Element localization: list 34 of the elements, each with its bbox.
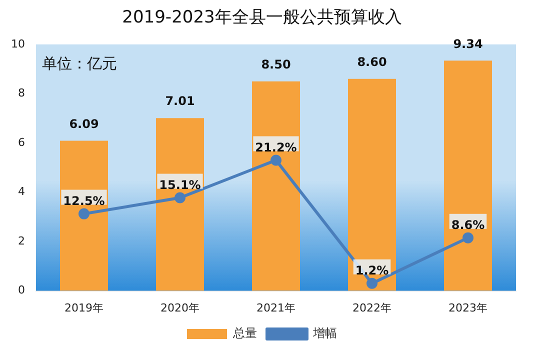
y-tick-label: 6 [18, 136, 25, 149]
point [78, 208, 90, 220]
y-tick-label: 2 [18, 234, 25, 248]
x-tick-label: 2020年 [160, 301, 200, 314]
point [366, 278, 378, 289]
x-tick-label: 2021年 [256, 301, 296, 314]
point [462, 232, 474, 244]
data-label: 8.60 [357, 55, 387, 70]
y-tick-label: 10 [10, 37, 25, 50]
legend-label: 增幅 [312, 326, 337, 340]
point [270, 154, 282, 166]
data-label: 1.2% [355, 264, 389, 278]
data-label: 21.2% [255, 140, 297, 154]
x-tick-label: 2022年 [352, 301, 392, 314]
y-tick-label: 8 [18, 86, 25, 100]
data-label: 7.01 [165, 94, 195, 108]
data-label: 6.09 [69, 116, 99, 131]
data-label: 8.50 [261, 57, 291, 72]
data-label: 8.6% [451, 218, 485, 232]
data-label: 9.34 [453, 36, 483, 51]
bar [156, 118, 204, 291]
bar [348, 78, 396, 291]
y-tick-label: 0 [18, 284, 25, 297]
annotation: 单位：亿元 [42, 54, 117, 72]
chart-title: 2019-2023年全县一般公共预算收入 [122, 8, 402, 28]
data-label: 12.5% [63, 194, 105, 208]
legend-label: 总量 [232, 326, 257, 340]
x-tick-label: 2023年 [448, 301, 488, 314]
point [174, 192, 186, 204]
data-label: 15.1% [159, 178, 201, 192]
y-tick-label: 4 [18, 185, 25, 198]
bar [444, 60, 492, 291]
bar [252, 81, 300, 291]
x-tick-label: 2019年 [64, 301, 104, 314]
